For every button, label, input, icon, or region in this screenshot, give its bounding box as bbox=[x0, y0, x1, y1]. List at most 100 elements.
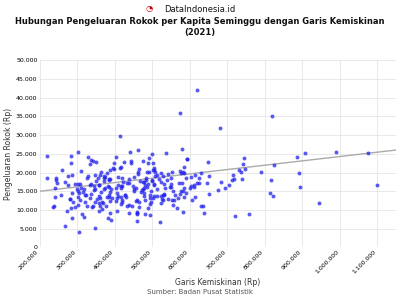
Point bbox=[118, 183, 124, 188]
Point bbox=[134, 212, 140, 217]
Point bbox=[176, 180, 182, 185]
Point bbox=[150, 168, 157, 172]
Point bbox=[214, 187, 221, 192]
X-axis label: Garis Kemiskinan (Rp): Garis Kemiskinan (Rp) bbox=[175, 278, 260, 287]
Point bbox=[52, 185, 58, 190]
Point bbox=[200, 210, 207, 215]
Point bbox=[230, 173, 236, 178]
Point bbox=[107, 210, 113, 215]
Point bbox=[294, 154, 300, 159]
Point bbox=[124, 181, 130, 186]
Point bbox=[128, 160, 134, 165]
Point bbox=[96, 195, 103, 200]
Point bbox=[147, 201, 153, 206]
Point bbox=[114, 209, 120, 214]
Point bbox=[134, 198, 140, 203]
Point bbox=[168, 184, 174, 189]
Point bbox=[141, 193, 148, 198]
Point bbox=[98, 207, 105, 212]
Point bbox=[100, 187, 107, 191]
Y-axis label: Pengeluaran Rokok (Rp): Pengeluaran Rokok (Rp) bbox=[4, 108, 13, 200]
Point bbox=[200, 204, 206, 208]
Point bbox=[204, 181, 210, 185]
Point bbox=[108, 218, 114, 222]
Point bbox=[64, 209, 70, 214]
Point bbox=[92, 186, 98, 191]
Point bbox=[99, 200, 105, 204]
Point bbox=[95, 183, 102, 188]
Point bbox=[172, 193, 178, 198]
Point bbox=[146, 169, 152, 174]
Text: Hubungan Pengeluaran Rokok per Kapita Seminggu dengan Garis Kemiskinan: Hubungan Pengeluaran Rokok per Kapita Se… bbox=[15, 16, 385, 26]
Point bbox=[90, 188, 97, 192]
Text: (2021): (2021) bbox=[184, 28, 216, 38]
Point bbox=[181, 185, 188, 190]
Point bbox=[118, 186, 124, 190]
Point bbox=[85, 154, 91, 159]
Point bbox=[196, 176, 202, 181]
Point bbox=[85, 173, 91, 178]
Point bbox=[315, 201, 322, 206]
Point bbox=[158, 179, 165, 184]
Point bbox=[206, 191, 212, 196]
Point bbox=[163, 150, 170, 155]
Point bbox=[145, 161, 151, 166]
Point bbox=[74, 195, 81, 200]
Point bbox=[147, 212, 153, 217]
Point bbox=[147, 192, 153, 197]
Point bbox=[93, 178, 100, 183]
Point bbox=[118, 164, 124, 169]
Point bbox=[90, 203, 96, 208]
Point bbox=[50, 204, 56, 209]
Text: ◔: ◔ bbox=[145, 4, 152, 14]
Point bbox=[145, 206, 151, 210]
Point bbox=[104, 170, 110, 175]
Point bbox=[102, 186, 109, 191]
Point bbox=[136, 199, 142, 204]
Point bbox=[166, 185, 173, 190]
Point bbox=[191, 182, 198, 187]
Point bbox=[242, 167, 248, 171]
Point bbox=[144, 182, 151, 186]
Point bbox=[82, 192, 88, 197]
Point bbox=[105, 216, 111, 220]
Point bbox=[83, 176, 90, 181]
Text: Sumber: Badan Pusat Statistik: Sumber: Badan Pusat Statistik bbox=[147, 290, 253, 296]
Point bbox=[160, 182, 167, 187]
Point bbox=[160, 197, 167, 202]
Point bbox=[156, 176, 162, 181]
Point bbox=[106, 199, 113, 204]
Point bbox=[110, 167, 117, 171]
Point bbox=[158, 171, 164, 176]
Point bbox=[75, 189, 82, 194]
Point bbox=[92, 173, 99, 178]
Point bbox=[129, 183, 136, 188]
Point bbox=[146, 156, 152, 161]
Point bbox=[88, 158, 94, 163]
Point bbox=[133, 210, 140, 215]
Point bbox=[88, 192, 95, 197]
Point bbox=[144, 185, 150, 190]
Point bbox=[160, 192, 167, 197]
Point bbox=[82, 199, 88, 204]
Point bbox=[69, 172, 76, 177]
Point bbox=[270, 194, 276, 198]
Point bbox=[92, 200, 98, 205]
Point bbox=[159, 196, 166, 201]
Point bbox=[106, 176, 113, 181]
Point bbox=[68, 206, 74, 210]
Point bbox=[53, 178, 59, 182]
Point bbox=[76, 190, 82, 195]
Point bbox=[226, 182, 232, 187]
Point bbox=[75, 203, 81, 208]
Point bbox=[106, 194, 112, 199]
Point bbox=[98, 170, 104, 175]
Point bbox=[134, 219, 140, 224]
Point bbox=[119, 184, 126, 189]
Point bbox=[133, 199, 140, 204]
Point bbox=[109, 196, 115, 201]
Point bbox=[132, 185, 139, 190]
Point bbox=[178, 181, 185, 186]
Point bbox=[78, 186, 84, 191]
Point bbox=[120, 159, 127, 164]
